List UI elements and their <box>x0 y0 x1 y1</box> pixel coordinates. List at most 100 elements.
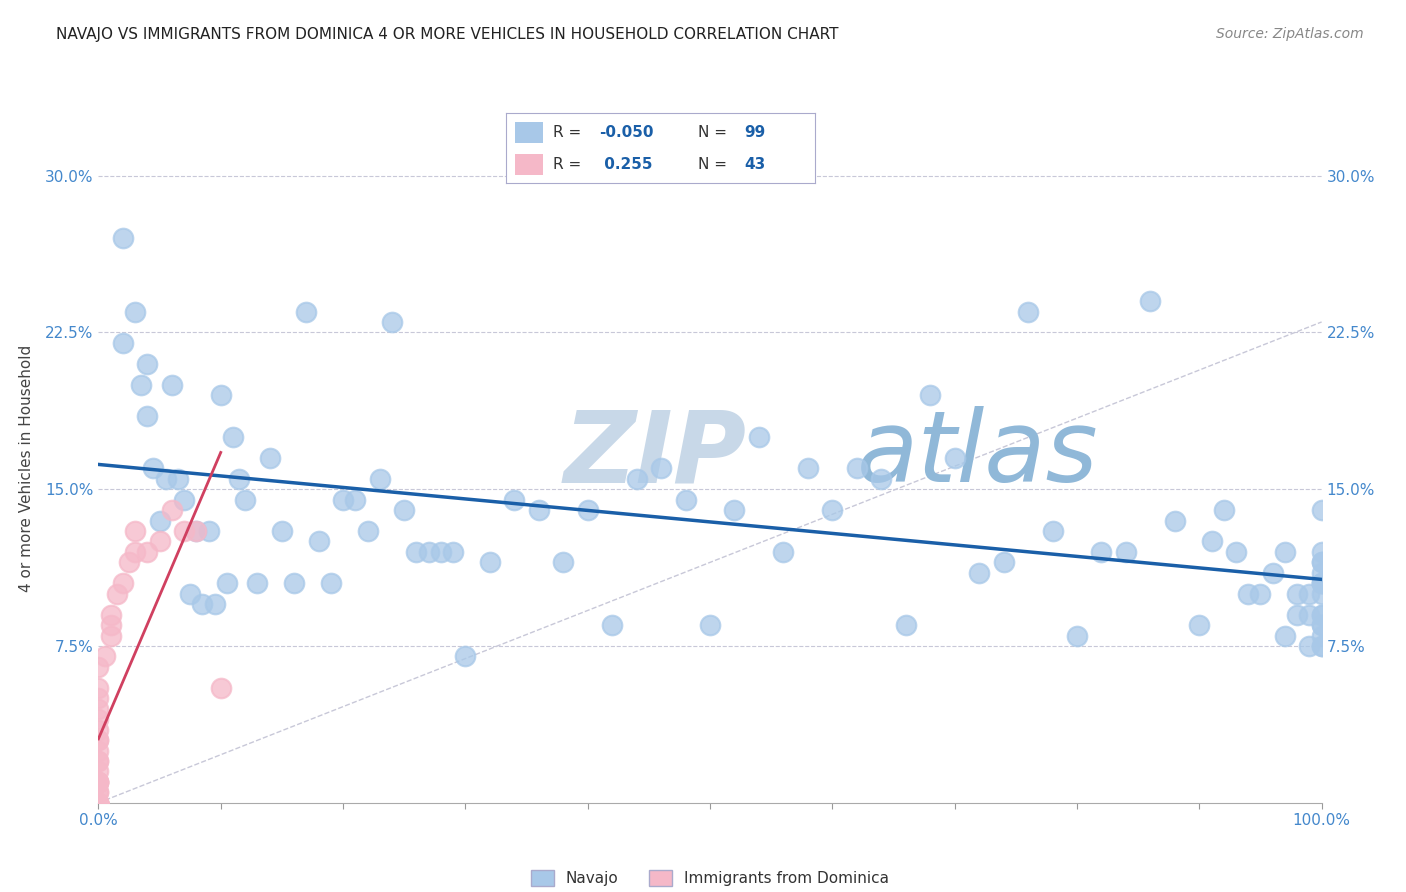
Point <box>228 472 250 486</box>
Point <box>1225 545 1247 559</box>
Point <box>319 576 342 591</box>
Point <box>87 743 110 757</box>
Text: -0.050: -0.050 <box>599 125 654 139</box>
Point <box>1310 576 1333 591</box>
Point <box>821 503 844 517</box>
Point <box>405 545 427 559</box>
Point <box>1310 628 1333 642</box>
Point <box>1298 607 1320 622</box>
Point <box>1298 587 1320 601</box>
Point <box>155 472 177 486</box>
Point <box>797 461 820 475</box>
Legend: Navajo, Immigrants from Dominica: Navajo, Immigrants from Dominica <box>524 864 896 892</box>
Point <box>173 492 195 507</box>
Point <box>222 430 245 444</box>
Point <box>1310 607 1333 622</box>
Point <box>308 534 330 549</box>
Point <box>87 796 110 810</box>
Point <box>600 618 623 632</box>
Point <box>111 231 134 245</box>
Point <box>87 775 110 789</box>
Point <box>87 785 110 799</box>
Point <box>149 534 172 549</box>
Point <box>87 775 110 789</box>
Point <box>356 524 378 538</box>
Point <box>167 472 190 486</box>
Point <box>118 555 141 569</box>
Point <box>209 681 232 695</box>
Point <box>209 388 232 402</box>
Point <box>1310 576 1333 591</box>
Point <box>186 524 208 538</box>
Point <box>246 576 269 591</box>
Point <box>1310 545 1333 559</box>
Point <box>967 566 990 580</box>
Point <box>368 472 391 486</box>
Point <box>870 472 893 486</box>
Point <box>100 618 122 632</box>
Text: R =: R = <box>553 157 581 171</box>
Point <box>503 492 526 507</box>
Text: 43: 43 <box>744 157 766 171</box>
Point <box>748 430 770 444</box>
Point <box>1310 639 1333 653</box>
Text: R =: R = <box>553 125 581 139</box>
Point <box>87 691 110 706</box>
Point <box>943 450 966 465</box>
Point <box>723 503 745 517</box>
Point <box>392 503 416 517</box>
Point <box>894 618 917 632</box>
Point <box>650 461 672 475</box>
Point <box>993 555 1015 569</box>
Point <box>149 514 172 528</box>
Point <box>87 796 110 810</box>
Point <box>87 796 110 810</box>
Point <box>87 754 110 768</box>
Point <box>527 503 550 517</box>
Point <box>191 597 214 611</box>
Point <box>772 545 794 559</box>
Point <box>87 796 110 810</box>
Text: NAVAJO VS IMMIGRANTS FROM DOMINICA 4 OR MORE VEHICLES IN HOUSEHOLD CORRELATION C: NAVAJO VS IMMIGRANTS FROM DOMINICA 4 OR … <box>56 27 839 42</box>
Point <box>87 660 110 674</box>
Point <box>1310 639 1333 653</box>
Point <box>1201 534 1223 549</box>
Point <box>233 492 256 507</box>
Point <box>845 461 868 475</box>
Point <box>1115 545 1137 559</box>
Point <box>87 785 110 799</box>
Point <box>1310 566 1333 580</box>
Point <box>1310 618 1333 632</box>
Point <box>111 576 134 591</box>
Point <box>93 649 115 664</box>
Point <box>136 409 159 423</box>
Text: ZIP: ZIP <box>564 407 747 503</box>
Point <box>136 357 159 371</box>
Point <box>87 754 110 768</box>
Point <box>1042 524 1064 538</box>
Point <box>920 388 942 402</box>
Point <box>576 503 599 517</box>
Text: 0.255: 0.255 <box>599 157 652 171</box>
Point <box>1066 628 1088 642</box>
Point <box>430 545 453 559</box>
Point <box>136 545 159 559</box>
Point <box>87 796 110 810</box>
Point <box>197 524 219 538</box>
Point <box>215 576 238 591</box>
Point <box>87 796 110 810</box>
Point <box>1249 587 1271 601</box>
Point <box>87 723 110 737</box>
Point <box>87 712 110 726</box>
Point <box>160 377 183 392</box>
Point <box>87 796 110 810</box>
Point <box>179 587 201 601</box>
Point <box>478 555 501 569</box>
Text: N =: N = <box>697 125 727 139</box>
Point <box>1286 587 1309 601</box>
Point <box>1212 503 1234 517</box>
Text: N =: N = <box>697 157 727 171</box>
Point <box>553 555 575 569</box>
Point <box>87 775 110 789</box>
Point <box>1188 618 1211 632</box>
